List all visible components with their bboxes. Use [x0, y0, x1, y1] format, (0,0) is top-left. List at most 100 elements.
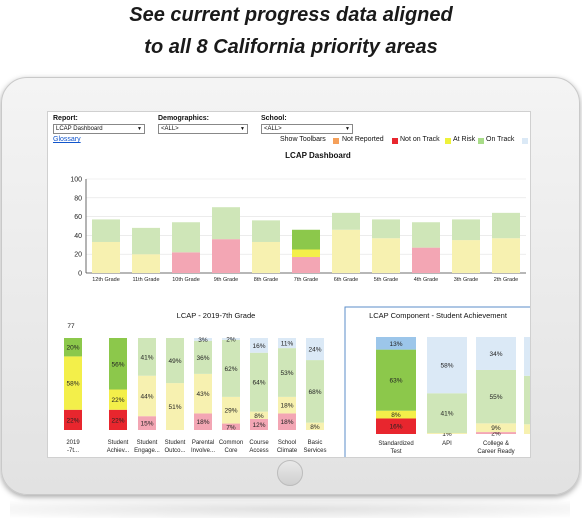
- data-label: 24%: [308, 347, 321, 354]
- x-tick-label: Services: [303, 448, 326, 454]
- bar-segment: [524, 337, 530, 376]
- bar-segment: [109, 409, 127, 430]
- x-tick-label: Common: [219, 440, 243, 446]
- bar-segment: [412, 222, 440, 248]
- report-label: Report:: [53, 115, 78, 122]
- bar-segment: [250, 418, 268, 430]
- bar-segment: [306, 338, 324, 361]
- legend-swatch-not-on-track: [392, 138, 398, 144]
- demographics-label: Demographics:: [158, 115, 209, 122]
- school-select[interactable]: <ALL> ▼: [261, 124, 353, 134]
- school-label: School:: [261, 115, 287, 122]
- bar-segment: [476, 423, 516, 433]
- show-toolbars-link[interactable]: Show Toolbars: [280, 136, 326, 143]
- x-tick-label: -7t...: [67, 448, 79, 454]
- x-tick-label: 5th Grade: [374, 277, 398, 283]
- report-select[interactable]: LCAP Dashboard ▼: [53, 124, 145, 134]
- x-tick-label: Student: [165, 440, 186, 446]
- x-tick-label: College &: [483, 441, 509, 447]
- bar-segment: [166, 383, 184, 430]
- bar-segment: [222, 339, 240, 397]
- legend-swatch-on-track: [478, 138, 484, 144]
- data-label: 16%: [389, 424, 402, 431]
- bar-segment: [427, 337, 467, 394]
- data-label: 15%: [140, 421, 153, 428]
- demographics-select[interactable]: <ALL> ▼: [158, 124, 248, 134]
- data-label: 34%: [489, 351, 502, 358]
- bar-segment: [166, 338, 184, 384]
- data-label: 64%: [252, 380, 265, 387]
- x-tick-label: 9th Grade: [214, 277, 238, 283]
- bar-segment: [212, 239, 240, 273]
- chevron-down-icon: ▼: [137, 126, 142, 132]
- bar-segment: [222, 423, 240, 430]
- data-label: 22%: [111, 417, 124, 424]
- tablet-home-button[interactable]: [277, 460, 303, 486]
- x-tick-label: Course: [249, 440, 269, 446]
- bar-segment: [376, 337, 416, 350]
- x-tick-label: Student: [108, 440, 129, 446]
- legend-at-risk: At Risk: [453, 136, 476, 143]
- chart-title: LCAP Dashboard: [285, 151, 351, 160]
- bar-segment: [492, 212, 520, 239]
- bar-segment: [194, 340, 212, 374]
- legend-swatch-at-risk: [445, 138, 451, 144]
- bar-segment: [292, 229, 320, 250]
- y-tick-label: 100: [70, 177, 82, 184]
- bar-segment: [376, 349, 416, 411]
- legend-on-track: On Track: [486, 136, 515, 143]
- bar-segment: [278, 396, 296, 414]
- x-tick-label: Outco...: [164, 448, 185, 454]
- data-label: 58%: [440, 363, 453, 370]
- x-tick-label: Access: [249, 448, 268, 454]
- data-label: 22%: [111, 397, 124, 404]
- dashboard-screen: Report: LCAP Dashboard ▼ Demographics: <…: [47, 111, 531, 458]
- data-label: 18%: [280, 419, 293, 426]
- data-label: 44%: [140, 393, 153, 400]
- bar-segment: [92, 241, 120, 273]
- bar-segment: [476, 432, 516, 434]
- bar-segment: [332, 229, 360, 273]
- x-tick-label: 4th Grade: [414, 277, 438, 283]
- x-tick-label: Involve...: [191, 448, 215, 454]
- data-label: 12%: [252, 422, 265, 429]
- x-tick-label: 12th Grade: [92, 277, 120, 283]
- bar-segment: [172, 222, 200, 253]
- x-tick-label: 11th Grade: [132, 277, 159, 283]
- x-tick-label: Standardized: [378, 441, 413, 447]
- bar-segment: [212, 207, 240, 240]
- chevron-down-icon: ▼: [345, 126, 350, 132]
- bar-segment: [250, 352, 268, 412]
- bar-segment: [306, 360, 324, 423]
- bar-segment: [138, 375, 156, 417]
- bar-segment: [222, 396, 240, 424]
- bar-segment: [222, 338, 240, 340]
- charts-canvas: LCAP Dashboard 0 20 40 60 80 100 12th Grade 11th…: [64, 151, 530, 457]
- glossary-link[interactable]: Glossary: [53, 136, 81, 143]
- bar-segment: [252, 241, 280, 273]
- headline-line-1: See current progress data aligned: [129, 4, 453, 26]
- bar-segment: [252, 220, 280, 242]
- bar-segment: [376, 418, 416, 434]
- bar-segment: [109, 389, 127, 410]
- data-label: 8%: [310, 424, 320, 431]
- data-label: 7%: [226, 424, 236, 431]
- x-tick-label: 10th Grade: [172, 277, 200, 283]
- x-tick-label: Career Ready: [477, 449, 514, 455]
- bar-segment: [172, 252, 200, 273]
- chart-title: LCAP Component - Student Achievement: [369, 311, 508, 320]
- legend-not-reported: Not Reported: [342, 136, 384, 143]
- x-tick-label: 2th Grade: [494, 277, 518, 283]
- x-tick-label: API: [442, 441, 452, 447]
- data-label: 13%: [389, 341, 402, 348]
- bar-segment: [194, 338, 212, 341]
- bar-segment: [138, 338, 156, 376]
- bar-segment: [524, 424, 530, 434]
- bar-segment: [524, 375, 530, 425]
- bar-segment: [292, 257, 320, 273]
- bar-segment: [292, 249, 320, 258]
- report-select-value: LCAP Dashboard: [56, 126, 103, 132]
- bar-segment: [492, 238, 520, 273]
- y-tick-label: 60: [74, 214, 82, 221]
- data-label: 2%: [491, 431, 501, 438]
